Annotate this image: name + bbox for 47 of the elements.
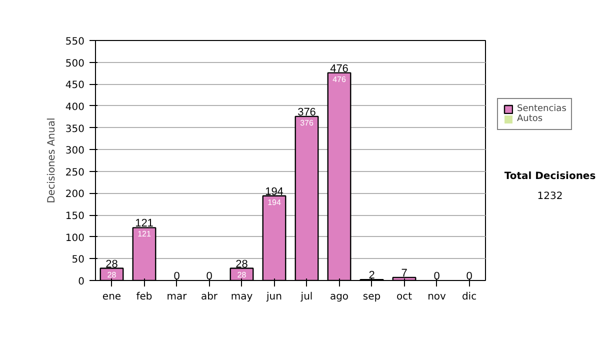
total-label: 28 [106,258,118,270]
data-label: 121 [138,230,152,239]
legend-label: Sentencias [517,104,566,114]
data-label: 476 [332,74,346,84]
y-tick-label: 50 [72,254,85,266]
y-tick-label: 0 [78,276,85,288]
total-label: 28 [236,258,248,270]
y-tick-label: 550 [65,36,85,48]
y-tick-label: 300 [65,146,85,157]
x-tick-label: jun [266,292,282,302]
x-tick-label: nov [428,292,446,302]
text: Total Decisiones [504,170,596,184]
y-tick-label: 450 [65,80,85,92]
total-label: 2 [368,270,375,282]
total-label: 121 [135,218,154,230]
total-label: 0 [434,270,440,282]
x-tick-label: oct [396,292,412,302]
x-tick-label: abr [200,292,218,302]
x-tick-label: jul [300,292,313,302]
data-label: 194 [268,198,282,207]
x-tick-label: feb [136,292,152,302]
total-label: 0 [206,270,212,282]
x-tick-label: mar [166,292,188,302]
x-tick-label: ene [102,292,122,302]
total-label: 376 [298,106,316,118]
y-tick-label: 350 [65,124,85,135]
y-tick-label: 500 [65,58,85,70]
total-label: 0 [466,270,472,282]
y-tick-label: 250 [65,167,85,178]
x-tick-label: ago [330,292,349,302]
total-label: 194 [265,186,284,198]
y-tick-label: 100 [65,232,85,244]
legend-label: Autos [517,114,543,124]
y-tick-label: 150 [65,211,85,222]
y-tick-label: 400 [65,102,85,113]
x-tick-label: sep [362,292,381,302]
text: 1232 [536,190,564,204]
x-tick-label: may [230,292,253,302]
data-label: 376 [300,118,314,128]
y-axis-title: Decisiones Anual [46,118,58,204]
total-label: 476 [330,62,348,75]
y-tick-label: 200 [65,189,85,200]
x-tick-label: dic [462,292,477,302]
total-label: 7 [401,267,408,280]
data-label: 28 [107,270,117,280]
total-label: 0 [174,270,180,282]
data-label: 28 [237,270,247,280]
